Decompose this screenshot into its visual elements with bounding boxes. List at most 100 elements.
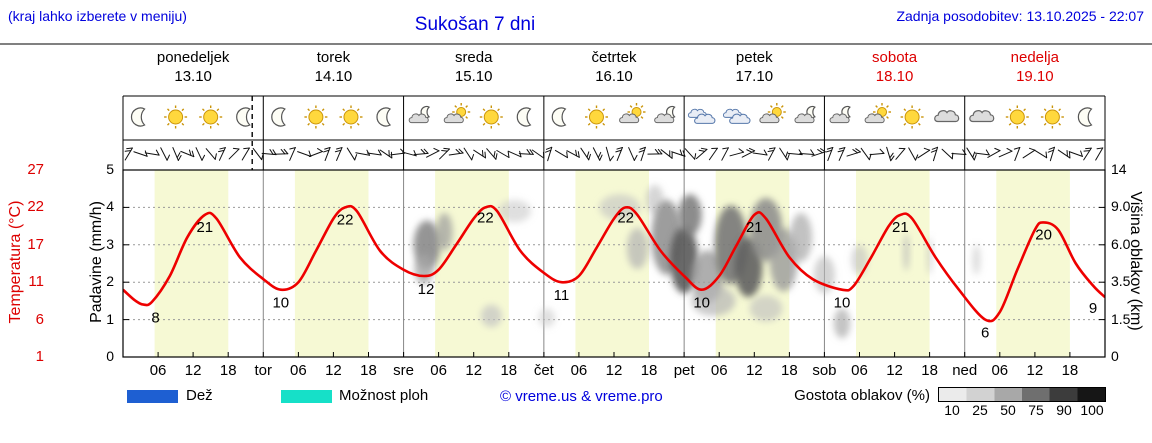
moon-icon bbox=[516, 107, 532, 127]
precip-tick-0: 5 bbox=[106, 161, 114, 177]
day-name-2: sreda bbox=[454, 49, 493, 66]
cloud-icon bbox=[969, 110, 995, 123]
day-name-0: ponedeljek bbox=[156, 49, 230, 66]
density-tick-3: 75 bbox=[1028, 402, 1044, 418]
day-name-4: petek bbox=[735, 49, 773, 66]
last-update-text: Zadnja posodobitev: 13.10.2025 - 22:07 bbox=[896, 8, 1144, 24]
x-hour-3-2: 18 bbox=[640, 362, 658, 379]
sun-icon bbox=[585, 105, 608, 129]
temp-point-label: 21 bbox=[892, 219, 909, 236]
temp-point-label: 22 bbox=[337, 211, 354, 228]
showers-legend-swatch bbox=[281, 390, 332, 403]
cloud-tick-0: 14 bbox=[1111, 161, 1127, 177]
cloud-tick-5: 0 bbox=[1111, 348, 1119, 364]
x-hour-5-1: 12 bbox=[886, 362, 903, 379]
density-tick-0: 10 bbox=[944, 402, 960, 418]
sun-icon bbox=[479, 105, 503, 129]
sun-icon bbox=[304, 105, 328, 129]
x-day-1: tor bbox=[254, 362, 273, 379]
temp-tick-5: 1 bbox=[35, 348, 44, 365]
moon-icon bbox=[271, 107, 286, 127]
x-hour-0-0: 06 bbox=[149, 362, 167, 379]
temp-tick-3: 11 bbox=[28, 273, 44, 291]
x-hour-3-1: 12 bbox=[605, 362, 623, 379]
daylight-band bbox=[996, 170, 1070, 357]
day-name-5: sobota bbox=[872, 49, 918, 66]
sun-cloud-icon bbox=[864, 103, 891, 124]
cloud-tick-4: 1.5 bbox=[1111, 310, 1131, 327]
moon-icon bbox=[551, 107, 567, 127]
moon-icon bbox=[236, 107, 251, 127]
sun-icon bbox=[199, 105, 223, 129]
x-hour-1-2: 18 bbox=[360, 362, 377, 379]
cloud-icon bbox=[934, 110, 960, 123]
day-date-6: 19.10 bbox=[1016, 68, 1054, 85]
sun-icon bbox=[1040, 105, 1064, 129]
x-hour-2-0: 06 bbox=[430, 362, 447, 379]
daylight-band bbox=[294, 170, 369, 357]
day-name-1: torek bbox=[316, 49, 351, 66]
page-title: Sukošan 7 dni bbox=[414, 14, 536, 35]
precip-axis-label: Padavine (mm/h) bbox=[88, 201, 105, 323]
x-hour-2-1: 12 bbox=[465, 362, 483, 379]
x-hour-6-1: 12 bbox=[1026, 362, 1044, 379]
temp-point-label: 22 bbox=[617, 209, 634, 226]
x-hour-0-1: 12 bbox=[184, 362, 202, 379]
cloud-tick-2: 6.0 bbox=[1111, 235, 1131, 252]
day-date-3: 16.10 bbox=[595, 68, 633, 85]
moon-icon bbox=[1077, 107, 1093, 127]
temp-point-label: 8 bbox=[151, 310, 159, 327]
x-day-5: sob bbox=[812, 362, 837, 379]
clouds-icon bbox=[687, 108, 716, 124]
temp-point-label: 10 bbox=[693, 295, 710, 312]
x-hour-1-0: 06 bbox=[290, 362, 307, 379]
wind-barbs-row bbox=[124, 146, 1104, 162]
x-hour-4-2: 18 bbox=[781, 362, 798, 379]
x-hour-5-0: 06 bbox=[851, 362, 868, 379]
cloud-moon-icon bbox=[829, 105, 851, 124]
copyright-link[interactable]: © vreme.us & vreme.pro bbox=[500, 388, 663, 405]
precip-tick-2: 3 bbox=[106, 235, 114, 252]
x-day-4: pet bbox=[673, 362, 695, 379]
moon-icon bbox=[130, 107, 146, 127]
showers-legend-label: Možnost ploh bbox=[339, 387, 429, 404]
sun-icon bbox=[900, 105, 924, 129]
day-date-5: 18.10 bbox=[875, 68, 914, 85]
x-hour-3-0: 06 bbox=[570, 362, 588, 379]
day-name-6: nedelja bbox=[1010, 49, 1060, 66]
cloud-density-ticks: 10 25 50 75 90 100 bbox=[938, 402, 1106, 418]
x-day-6: ned bbox=[952, 362, 978, 379]
daylight-band bbox=[435, 170, 509, 357]
cloud-tick-3: 3.5 bbox=[1111, 273, 1131, 290]
density-tick-5: 100 bbox=[1080, 402, 1104, 418]
temp-tick-1: 22 bbox=[27, 198, 44, 216]
x-hour-2-2: 18 bbox=[500, 362, 518, 379]
temp-point-label: 20 bbox=[1035, 226, 1052, 243]
cloud-density-scale bbox=[938, 387, 1106, 402]
cloud-moon-icon bbox=[408, 105, 431, 124]
cloud-moon-icon bbox=[654, 105, 676, 124]
temperature-axis-label: Temperatura (°C) bbox=[7, 200, 24, 324]
cloud-density-label: Gostota oblakov (%) bbox=[794, 387, 930, 404]
temp-point-label: 21 bbox=[746, 219, 763, 236]
x-day-2: sre bbox=[393, 362, 414, 379]
temp-point-label: 22 bbox=[477, 209, 494, 226]
sun-cloud-icon bbox=[619, 103, 646, 124]
cloud-height-axis-label: Višina oblakov (km) bbox=[1127, 191, 1144, 331]
sun-cloud-icon bbox=[443, 103, 471, 124]
precip-tick-3: 2 bbox=[106, 273, 114, 290]
moon-icon bbox=[376, 107, 392, 127]
cloud-tick-1: 9.0 bbox=[1111, 198, 1131, 215]
temp-tick-2: 17 bbox=[27, 235, 44, 253]
precip-tick-4: 1 bbox=[106, 310, 114, 327]
density-tick-4: 90 bbox=[1056, 402, 1072, 418]
sun-icon bbox=[339, 105, 363, 129]
day-date-4: 17.10 bbox=[735, 68, 774, 85]
x-hour-5-2: 18 bbox=[921, 362, 938, 379]
density-tick-2: 50 bbox=[1000, 402, 1016, 418]
x-hour-1-1: 12 bbox=[325, 362, 342, 379]
cloud-moon-icon bbox=[794, 105, 816, 124]
x-hour-6-0: 06 bbox=[991, 362, 1009, 379]
temp-point-label: 11 bbox=[554, 287, 570, 304]
